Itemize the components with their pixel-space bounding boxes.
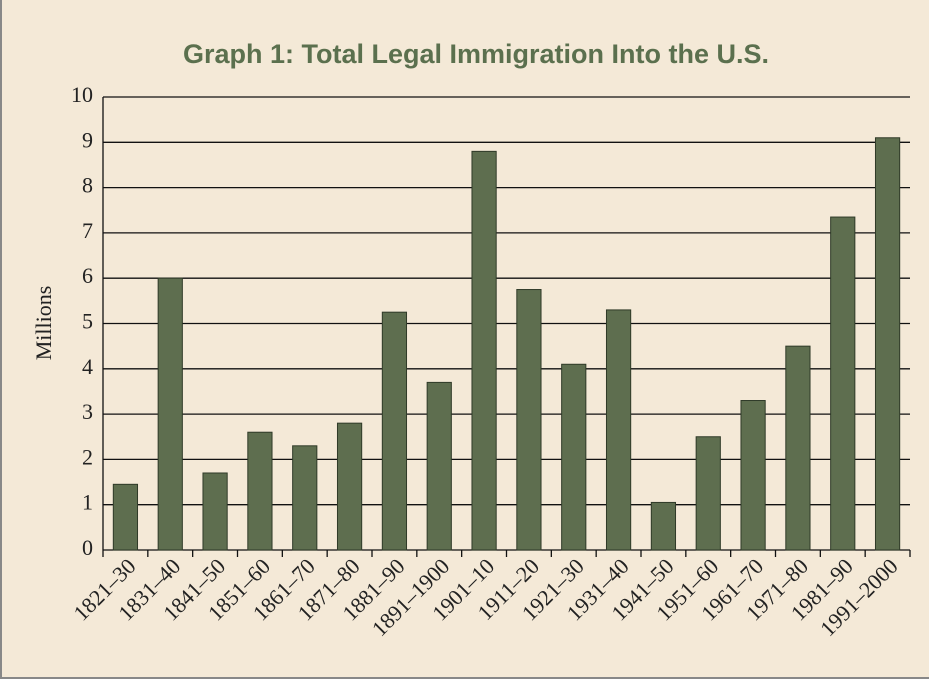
- bar: [112, 483, 139, 551]
- y-tick-label: 1: [82, 490, 93, 515]
- y-tick-label: 5: [82, 309, 93, 334]
- y-tick-label: 10: [71, 82, 93, 107]
- chart-title: Graph 1: Total Legal Immigration Into th…: [183, 39, 769, 69]
- y-tick-label: 3: [82, 399, 93, 424]
- y-tick-label: 0: [82, 535, 93, 560]
- bar: [605, 309, 632, 551]
- y-tick-label: 2: [82, 444, 93, 469]
- bar: [157, 277, 183, 551]
- bar: [336, 422, 363, 551]
- bar: [471, 150, 497, 551]
- y-tick-label: 7: [82, 218, 93, 243]
- bar: [695, 436, 721, 551]
- bar: [874, 137, 901, 551]
- y-tick-label: 6: [82, 263, 93, 288]
- y-tick-label: 8: [82, 173, 93, 198]
- bar: [202, 472, 228, 551]
- y-tick-label: 9: [82, 127, 93, 152]
- bar: [292, 445, 318, 551]
- y-tick-label: 4: [82, 354, 93, 379]
- bar: [516, 289, 542, 551]
- bar: [381, 311, 408, 551]
- bar: [247, 431, 273, 551]
- bar: [561, 363, 587, 551]
- bar: [830, 216, 856, 551]
- bar: [740, 400, 766, 551]
- bar: [426, 381, 452, 551]
- y-axis-label: Millions: [31, 286, 56, 361]
- bar: [650, 501, 677, 551]
- bar: [785, 345, 811, 551]
